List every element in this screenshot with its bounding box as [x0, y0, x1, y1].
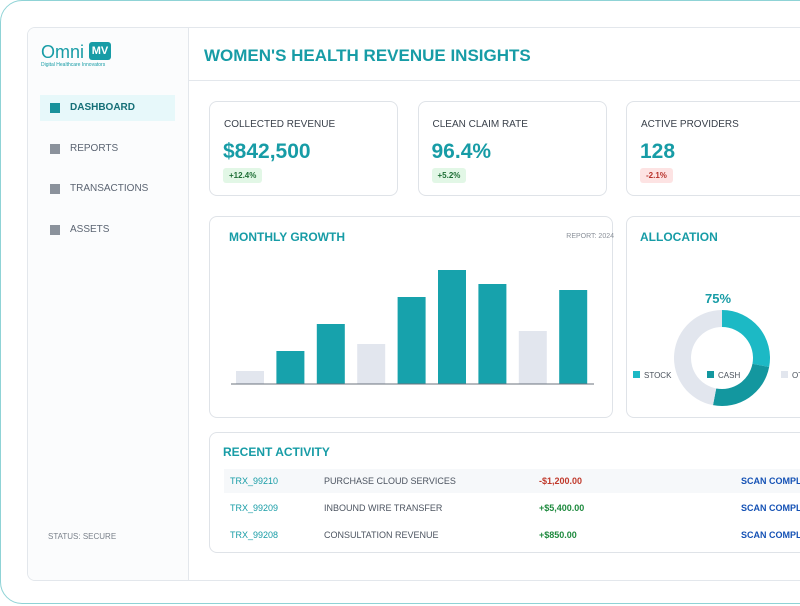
- header-divider: [189, 80, 800, 81]
- legend-swatch: [781, 371, 788, 378]
- bar: [236, 371, 264, 384]
- sidebar: Omni MV Digital Healthcare Innovators DA…: [28, 28, 189, 580]
- bar: [518, 331, 547, 384]
- legend-label: OTHER: [792, 371, 800, 380]
- app-window: Omni MV Digital Healthcare Innovators DA…: [27, 27, 800, 581]
- nav-icon: [50, 143, 60, 154]
- activity-row: TRX_99209 INBOUND WIRE TRANSFER +$5,400.00…: [224, 496, 800, 520]
- card-title: RECENT ACTIVITY: [223, 445, 330, 459]
- amount: +$850.00: [539, 530, 577, 540]
- amount: -$1,200.00: [539, 476, 583, 486]
- nav-label: ASSETS: [70, 223, 110, 235]
- legend-swatch: [707, 371, 714, 378]
- bar: [438, 270, 466, 384]
- kpi-card: ACTIVE PROVIDERS 128 -2.1%: [626, 101, 800, 196]
- status: SCAN COMPLETE: [741, 503, 800, 513]
- status: SCAN COMPLETE: [741, 476, 800, 486]
- center-label: 75%: [705, 291, 731, 306]
- page-title: WOMEN'S HEALTH REVENUE INSIGHTS: [204, 46, 531, 65]
- kpi-change: +12.4%: [223, 168, 263, 183]
- nav-label: TRANSACTIONS: [70, 183, 149, 194]
- donut-segment: [722, 310, 770, 367]
- tagline: Digital Healthcare Innovators: [41, 62, 106, 68]
- bar: [478, 284, 507, 384]
- status: STATUS: SECURE: [48, 532, 117, 541]
- logo: Omni: [41, 42, 85, 62]
- donut-segment: [713, 363, 770, 406]
- nav-icon: [50, 184, 60, 194]
- kpi-label: COLLECTED REVENUE: [224, 119, 336, 130]
- kpi-change: +5.2%: [431, 168, 467, 183]
- nav-item[interactable]: DASHBOARD: [40, 95, 175, 121]
- donut-chart: STOCK CASH OTHER 75%: [633, 291, 800, 406]
- activity-row: TRX_99208 CONSULTATION REVENUE +$850.00 SCA…: [224, 523, 800, 547]
- kpi-value: 128: [640, 140, 676, 163]
- status: SCAN COMPLETE: [741, 530, 800, 540]
- txn-id: TRX_99209: [230, 503, 279, 513]
- kpi-change: -2.1%: [640, 168, 673, 183]
- nav-item[interactable]: REPORTS: [40, 136, 175, 162]
- bar: [397, 297, 426, 384]
- bar: [316, 324, 345, 384]
- nav-item[interactable]: ASSETS: [40, 217, 175, 243]
- nav-icon: [50, 103, 60, 113]
- card-title: ALLOCATION: [640, 230, 718, 244]
- allocation-card: ALLOCATION STOCK CASH OTHER 75%: [626, 216, 800, 418]
- description: PURCHASE CLOUD SERVICES: [324, 476, 456, 486]
- nav-icon: [50, 224, 60, 235]
- kpi-card: CLEAN CLAIM RATE 96.4% +5.2%: [417, 101, 607, 196]
- bar: [357, 344, 386, 384]
- kpi-value: 96.4%: [431, 140, 492, 163]
- description: CONSULTATION REVENUE: [324, 530, 439, 540]
- kpi-value: $842,500: [223, 140, 311, 163]
- card-subtitle: REPORT: 2024: [566, 233, 614, 240]
- nav-label: REPORTS: [70, 142, 119, 154]
- amount: +$5,400.00: [539, 503, 585, 513]
- logo-mark: MV: [89, 42, 111, 60]
- bar: [559, 290, 588, 384]
- donut-segment: [673, 310, 722, 406]
- kpi-label: CLEAN CLAIM RATE: [432, 119, 528, 130]
- activity-row: TRX_99210 PURCHASE CLOUD SERVICES -$1,200.…: [224, 469, 800, 493]
- txn-id: TRX_99208: [230, 530, 279, 540]
- nav-item[interactable]: TRANSACTIONS: [40, 176, 175, 202]
- bar-chart: [231, 270, 594, 385]
- card-title: MONTHLY GROWTH: [229, 230, 345, 244]
- description: INBOUND WIRE TRANSFER: [324, 503, 443, 513]
- legend-label: STOCK: [644, 371, 672, 380]
- kpi-card: COLLECTED REVENUE $842,500 +12.4%: [209, 101, 398, 196]
- legend-swatch: [633, 371, 640, 378]
- bar: [276, 351, 305, 384]
- kpi-label: ACTIVE PROVIDERS: [641, 119, 739, 130]
- legend-label: CASH: [718, 371, 740, 380]
- nav-label: DASHBOARD: [70, 102, 135, 113]
- activity-card: RECENT ACTIVITY TRX_99210 PURCHASE CLOUD …: [209, 432, 800, 553]
- txn-id: TRX_99210: [230, 476, 279, 486]
- growth-card: MONTHLY GROWTH REPORT: 2024: [209, 216, 614, 418]
